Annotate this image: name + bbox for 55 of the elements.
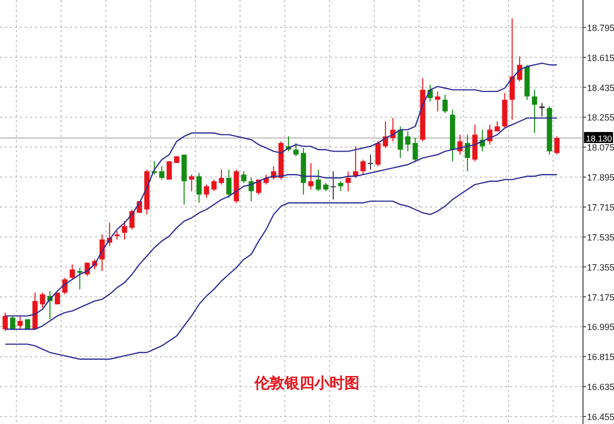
candlestick <box>226 169 232 198</box>
candlestick <box>77 267 82 290</box>
candlestick <box>346 170 351 192</box>
candlestick <box>241 170 246 184</box>
candlestick <box>256 179 262 196</box>
y-tick-label: 17.355 <box>587 262 614 272</box>
y-tick-label: 18.435 <box>587 82 614 93</box>
candlestick <box>264 174 269 186</box>
candlestick <box>398 126 403 158</box>
candlestick <box>330 170 336 200</box>
y-tick-label: 17.535 <box>587 232 614 242</box>
y-tick-label: 18.795 <box>587 22 614 33</box>
y-tick-label: 16.815 <box>587 352 614 362</box>
y-tick-label: 16.995 <box>587 322 614 332</box>
candlestick <box>532 89 538 134</box>
candlestick <box>442 94 448 114</box>
y-tick-label: 17.715 <box>587 202 614 213</box>
candlestick <box>405 130 410 152</box>
y-tick-label: 18.255 <box>587 112 614 123</box>
y-tick-label: 16.455 <box>587 412 614 422</box>
text: 伦敦银四小时图 <box>254 374 360 392</box>
candlestick <box>308 162 314 190</box>
candlestick <box>10 315 16 330</box>
candlestick <box>338 180 344 192</box>
candlestick <box>122 220 128 240</box>
candlestick <box>368 154 374 170</box>
y-tick-label: 18.615 <box>587 52 614 63</box>
candlestick <box>248 177 254 202</box>
candlestick <box>375 140 381 167</box>
candlestick <box>412 138 418 162</box>
y-tick-label: 17.895 <box>587 172 614 183</box>
y-tick-label: 18.075 <box>587 142 614 153</box>
candlestick <box>487 124 492 146</box>
candlestick <box>211 179 217 192</box>
candlestick <box>204 184 210 198</box>
line-series <box>4 174 558 360</box>
candlestick <box>510 18 515 120</box>
ref-line-label: 18.130 <box>586 134 612 144</box>
candlestick <box>70 264 75 280</box>
candlestick <box>40 292 46 308</box>
candlestick <box>218 169 224 186</box>
candlestick <box>435 90 440 112</box>
candlestick <box>2 312 8 332</box>
y-tick-label: 17.175 <box>587 292 614 302</box>
candlestick <box>159 166 164 180</box>
candlestick <box>494 120 500 132</box>
candlestick <box>316 169 321 192</box>
candlestick <box>196 172 202 204</box>
candlestick <box>360 159 366 176</box>
candlestick <box>18 315 23 330</box>
candlestick <box>293 142 299 157</box>
candlestick <box>54 292 60 305</box>
candlestick <box>554 136 560 156</box>
candlestick <box>84 262 90 277</box>
y-tick-label: 16.635 <box>587 382 614 392</box>
